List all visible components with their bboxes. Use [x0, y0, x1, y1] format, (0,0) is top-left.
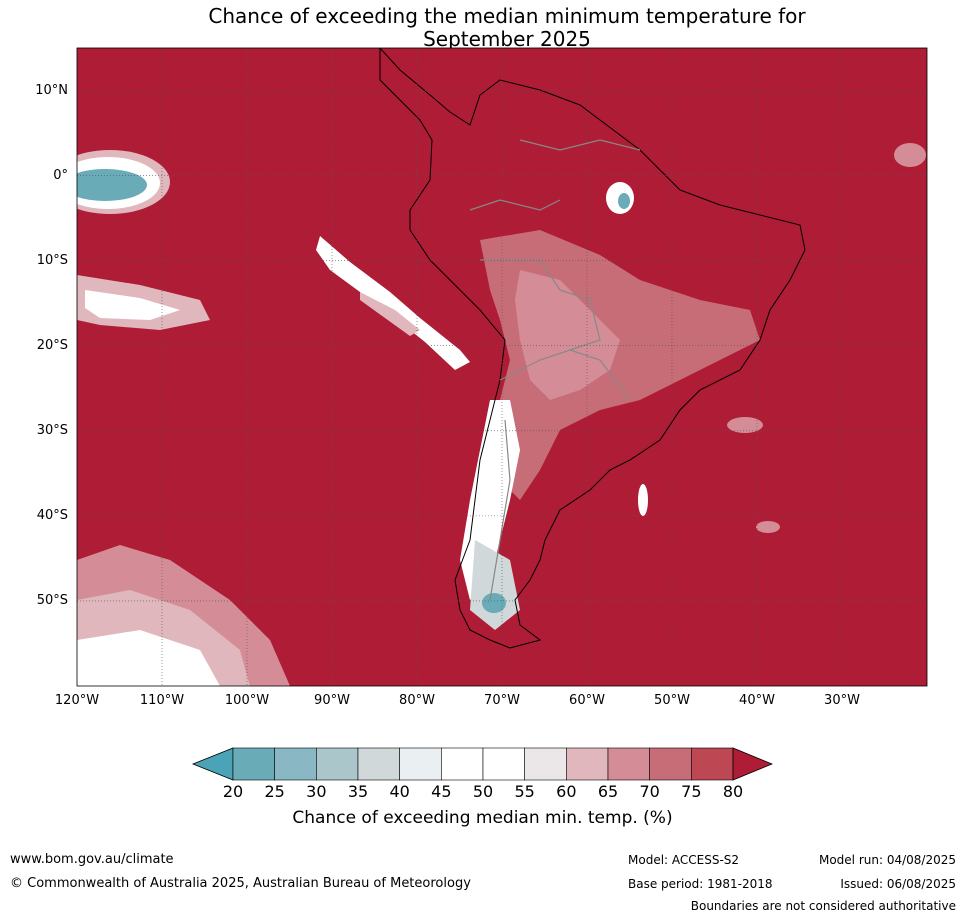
lon-label: 90°W — [314, 693, 350, 708]
lon-label: 70°W — [484, 693, 520, 708]
colorbar-tick-label: 35 — [347, 782, 369, 801]
patch-pacific-band — [316, 236, 470, 370]
lat-label: 50°S — [36, 592, 68, 608]
colorbar-segment — [232, 747, 275, 781]
colorbar-tick-label: 45 — [431, 782, 452, 801]
colorbar-tick-label: 80 — [722, 782, 744, 801]
base-period-text: Base period: 1981-2018 — [628, 877, 773, 891]
model-text: Model: ACCESS-S2 — [628, 853, 740, 867]
colorbar-tick-label: 65 — [597, 782, 619, 801]
colorbar-tick-label: 55 — [514, 782, 535, 801]
colorbar-segment — [482, 747, 525, 781]
issued-text: Issued: 06/08/2025 — [840, 877, 956, 891]
colorbar-tick-label: 60 — [556, 782, 577, 801]
disclaimer-text: Boundaries are not considered authoritat… — [690, 899, 956, 913]
lon-label: 30°W — [824, 693, 860, 708]
map-area — [77, 48, 927, 686]
lat-label: 40°S — [36, 507, 68, 523]
colorbar-tick-label: 30 — [306, 782, 327, 801]
graticule — [77, 48, 927, 686]
map-title: Chance of exceeding the median minimum t… — [0, 5, 965, 51]
lat-label: 20°S — [36, 337, 68, 353]
colorbar-high-arrow — [732, 747, 774, 781]
title-line-1: Chance of exceeding the median minimum t… — [208, 4, 806, 28]
lat-label: 10°N — [35, 82, 68, 98]
lon-label: 120°W — [54, 693, 100, 708]
lon-label: 50°W — [654, 693, 690, 708]
lat-label: 30°S — [36, 422, 68, 438]
colorbar — [191, 747, 774, 781]
colorbar-tick-label: 75 — [681, 782, 702, 801]
model-run-text: Model run: 04/08/2025 — [818, 853, 956, 867]
colorbar-tick-label: 70 — [639, 782, 660, 801]
colorbar-tick-label: 25 — [264, 782, 285, 801]
colorbar-title: Chance of exceeding median min. temp. (%… — [292, 808, 673, 828]
colorbar-segment — [649, 747, 692, 781]
map-frame — [76, 47, 928, 687]
patch-eq-pacific-blue — [77, 169, 147, 201]
colorbar-segment — [524, 747, 567, 781]
lat-label: 0° — [53, 167, 68, 183]
colorbar-tick-label: 50 — [472, 782, 494, 801]
website-link[interactable]: www.bom.gov.au/climate — [10, 852, 174, 867]
country-borders — [469, 139, 641, 601]
patch-patagonia-blue — [482, 593, 506, 613]
colorbar-segment — [316, 747, 359, 781]
colorbar-tick-label: 40 — [389, 782, 410, 801]
lon-label: 40°W — [739, 693, 775, 708]
colorbar-segment — [607, 747, 650, 781]
copyright-text: © Commonwealth of Australia 2025, Austra… — [10, 876, 471, 891]
lon-label: 80°W — [399, 693, 435, 708]
colorbar-segment — [399, 747, 442, 781]
title-line-2: September 2025 — [423, 27, 591, 51]
lon-label: 60°W — [569, 693, 605, 708]
colorbar-segment — [691, 747, 734, 781]
lon-label: 100°W — [224, 693, 270, 708]
colorbar-tick-label: 20 — [222, 782, 244, 801]
lat-label: 10°S — [36, 252, 68, 268]
south-america-coastline — [379, 48, 806, 649]
colorbar-segment — [357, 747, 400, 781]
colorbar-segment — [566, 747, 609, 781]
probability-patches — [77, 143, 926, 686]
lon-label: 110°W — [139, 693, 185, 708]
colorbar-segment — [441, 747, 484, 781]
colorbar-low-arrow — [191, 747, 234, 781]
colorbar-segment — [274, 747, 317, 781]
